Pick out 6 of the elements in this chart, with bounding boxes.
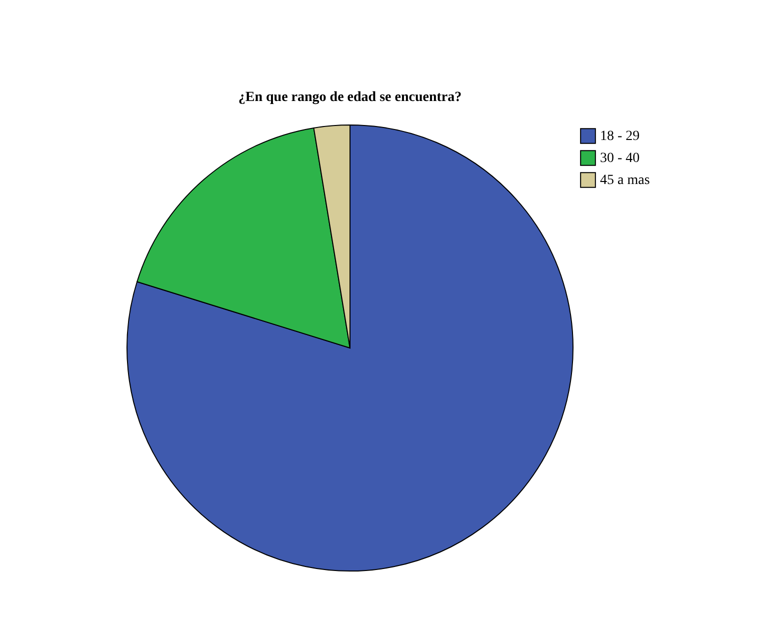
legend-label: 18 - 29 — [600, 129, 640, 144]
legend-label: 30 - 40 — [600, 151, 640, 166]
chart-title: ¿En que rango de edad se encuentra? — [238, 90, 462, 105]
pie-slice — [126, 124, 574, 572]
pie-slice — [136, 127, 350, 348]
legend-label: 45 a mas — [600, 173, 650, 188]
